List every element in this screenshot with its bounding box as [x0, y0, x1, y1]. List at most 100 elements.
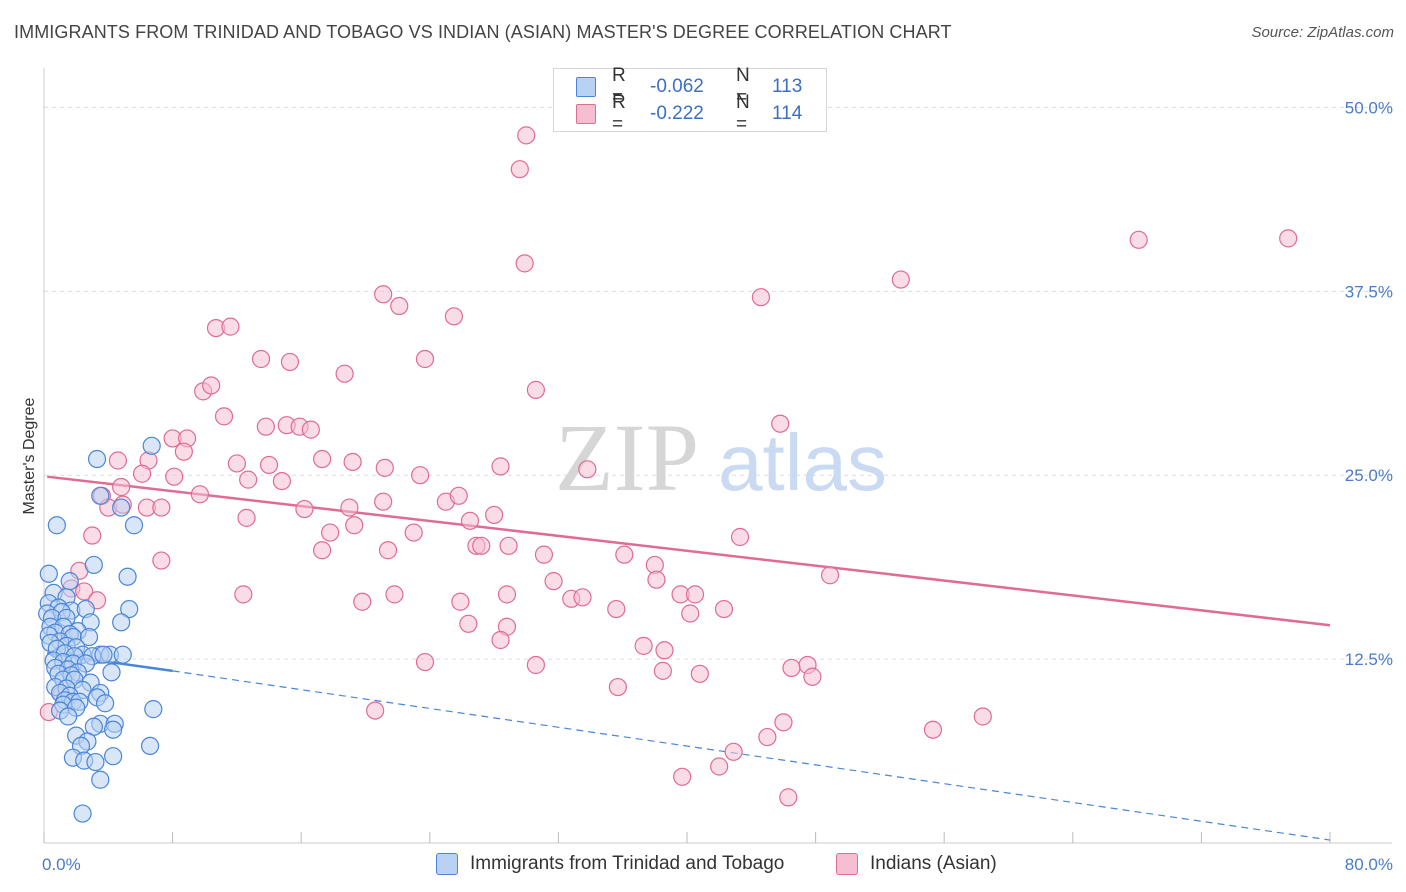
data-point-indians	[607, 599, 626, 619]
data-point-indians	[673, 767, 692, 786]
bottom-legend-item-indians: Indians (Asian)	[836, 852, 997, 876]
data-point-indians	[782, 658, 801, 678]
data-point-indians	[534, 545, 554, 564]
data-point-indians	[390, 296, 409, 316]
data-point-indians	[385, 585, 404, 604]
data-point-indians	[374, 492, 393, 511]
data-point-indians	[1279, 229, 1298, 248]
data-point-indians	[375, 458, 394, 477]
data-point-indians	[312, 449, 332, 469]
data-point-trinidad	[84, 555, 103, 575]
bottom-legend-label: Immigrants from Trinidad and Tobago	[470, 853, 785, 874]
data-point-trinidad	[73, 804, 92, 823]
data-point-trinidad	[118, 567, 137, 586]
legend-r-value: -0.062	[650, 76, 704, 97]
data-point-indians	[214, 407, 234, 426]
data-point-indians	[75, 582, 94, 601]
legend-r-label: R =	[612, 65, 626, 108]
data-point-indians	[345, 516, 364, 535]
data-point-indians	[690, 664, 709, 683]
data-point-indians	[237, 508, 256, 527]
data-point-indians	[132, 464, 152, 483]
data-point-indians	[366, 701, 385, 720]
data-point-indians	[343, 452, 362, 472]
data-point-indians	[221, 317, 240, 336]
data-point-indians	[653, 661, 672, 680]
data-point-indians	[491, 630, 510, 650]
data-point-indians	[526, 655, 545, 675]
data-point-indians	[526, 380, 545, 399]
data-point-indians	[202, 376, 221, 395]
data-point-indians	[272, 471, 292, 491]
legend-row-blue: R = -0.062 N = 113	[576, 65, 802, 108]
data-point-indians	[485, 505, 504, 525]
data-point-indians	[374, 285, 393, 304]
data-point-indians	[751, 288, 771, 307]
data-point-indians	[891, 270, 910, 289]
legend-n-label: N =	[736, 92, 750, 135]
data-point-indians	[112, 477, 131, 497]
data-point-indians	[685, 585, 705, 604]
legend-n-label: N =	[736, 65, 750, 108]
data-point-indians	[234, 585, 253, 604]
data-point-indians	[714, 599, 734, 619]
data-point-indians	[444, 307, 464, 326]
data-point-indians	[152, 551, 171, 570]
correlation-legend: R = -0.062 N = 113 R = -0.222 N = 114	[553, 65, 827, 135]
data-point-indians	[724, 742, 743, 761]
data-point-indians	[251, 349, 271, 369]
legend-row-pink: R = -0.222 N = 114	[576, 92, 803, 135]
data-point-indians	[459, 614, 478, 633]
data-point-indians	[295, 499, 314, 519]
data-point-indians	[578, 460, 597, 479]
bottom-legend-swatch-pink	[836, 853, 858, 875]
data-point-indians	[108, 451, 128, 470]
data-point-indians	[1129, 230, 1148, 249]
data-point-trinidad	[79, 627, 99, 647]
data-point-trinidad	[104, 747, 123, 766]
data-point-indians	[517, 126, 536, 145]
data-point-trinidad	[140, 736, 160, 756]
data-point-indians	[472, 536, 491, 555]
data-point-indians	[165, 467, 184, 486]
watermark-zip: ZIP	[555, 404, 699, 511]
data-point-trinidad	[112, 498, 131, 517]
bottom-legend-item-trinidad: Immigrants from Trinidad and Tobago	[436, 852, 784, 876]
data-point-indians	[608, 677, 627, 697]
data-point-indians	[259, 455, 279, 475]
data-point-trinidad	[39, 564, 58, 583]
legend-r-value: -0.222	[650, 103, 704, 124]
trend-lines	[47, 475, 1331, 841]
data-point-indians	[730, 527, 750, 547]
data-point-trinidad	[59, 707, 78, 726]
data-point-indians	[923, 720, 943, 739]
data-point-indians	[378, 541, 398, 560]
data-point-trinidad	[94, 645, 113, 664]
data-point-indians	[758, 727, 777, 747]
y-tick-label: 37.5%	[1345, 282, 1393, 301]
chart-title: IMMIGRANTS FROM TRINIDAD AND TOBAGO VS I…	[14, 22, 952, 42]
source-credit: Source: ZipAtlas.com	[1251, 24, 1394, 41]
data-point-indians	[256, 417, 275, 436]
data-point-indians	[239, 470, 258, 489]
data-point-indians	[353, 592, 372, 611]
data-point-indians	[321, 523, 340, 542]
bottom-legend-label: Indians (Asian)	[870, 853, 997, 874]
zipatlas-watermark: ZIP atlas	[555, 404, 887, 511]
data-point-trinidad	[120, 599, 139, 619]
data-point-trinidad	[60, 572, 79, 591]
legend-n-value: 114	[772, 103, 803, 124]
legend-swatch-pink	[576, 104, 596, 124]
data-point-indians	[415, 652, 435, 672]
data-point-indians	[340, 498, 359, 517]
data-point-indians	[774, 713, 793, 732]
data-point-indians	[820, 566, 840, 585]
data-point-indians	[710, 757, 729, 776]
data-point-indians	[510, 160, 529, 179]
x-tick-label: 0.0%	[42, 855, 81, 874]
tick-labels: 12.5% 25.0% 37.5% 50.0% 0.0% 80.0%	[42, 98, 1393, 874]
data-point-indians	[973, 707, 992, 726]
data-point-indians	[449, 486, 468, 505]
data-point-indians	[499, 536, 518, 555]
data-point-indians	[573, 588, 592, 607]
